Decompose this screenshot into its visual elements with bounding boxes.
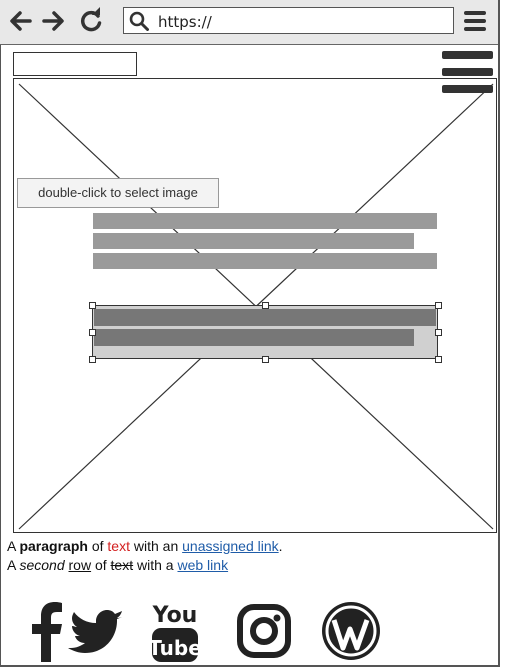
text-segment: of <box>91 557 111 573</box>
resize-handle[interactable] <box>262 302 269 309</box>
youtube-icon[interactable]: You Tube <box>144 598 206 664</box>
hamburger-line <box>442 68 493 76</box>
facebook-icon[interactable] <box>14 598 76 664</box>
text-segment: of <box>87 538 108 554</box>
text-segment: A <box>7 557 20 573</box>
back-arrow-icon[interactable] <box>6 6 36 36</box>
menu-icon[interactable] <box>463 9 487 33</box>
paragraph-line-2: A second row of text with a web link <box>7 557 228 573</box>
image-tooltip: double-click to select image <box>17 178 219 208</box>
instagram-icon[interactable] <box>233 598 295 664</box>
text-placeholder-line <box>94 329 414 346</box>
wordpress-icon[interactable] <box>320 598 382 664</box>
selected-text-block[interactable] <box>92 305 438 359</box>
svg-text:Tube: Tube <box>148 636 202 660</box>
address-bar[interactable]: https:// <box>123 7 454 34</box>
svg-text:You: You <box>152 603 198 628</box>
resize-handle[interactable] <box>435 356 442 363</box>
resize-handle[interactable] <box>89 329 96 336</box>
logo-placeholder[interactable] <box>13 52 137 76</box>
hamburger-line <box>442 85 493 93</box>
resize-handle[interactable] <box>89 302 96 309</box>
text-segment: A <box>7 538 20 554</box>
text-segment: . <box>278 538 283 554</box>
browser-toolbar: https:// <box>0 0 498 45</box>
text-placeholder-line <box>94 309 436 326</box>
reload-icon[interactable] <box>76 6 106 36</box>
text-placeholder-line <box>93 233 414 249</box>
paragraph-line-1: A paragraph of text with an unassigned l… <box>7 538 283 554</box>
text-segment: with a <box>133 557 178 573</box>
forward-arrow-icon[interactable] <box>38 6 68 36</box>
hamburger-line <box>442 51 493 59</box>
text-segment: with an <box>129 538 183 554</box>
resize-handle[interactable] <box>89 356 96 363</box>
bold-text: paragraph <box>19 538 88 554</box>
strikethrough-text: text <box>110 557 134 573</box>
unassigned-link[interactable]: unassigned link <box>182 538 279 554</box>
resize-handle[interactable] <box>435 329 442 336</box>
underlined-text: row <box>68 557 92 573</box>
resize-handle[interactable] <box>262 356 269 363</box>
italic-text: second <box>19 557 65 573</box>
red-text: text <box>107 538 130 554</box>
search-icon <box>129 11 149 31</box>
twitter-icon[interactable] <box>66 598 128 664</box>
web-link[interactable]: web link <box>177 557 229 573</box>
text-placeholder-line <box>93 253 437 269</box>
resize-handle[interactable] <box>435 302 442 309</box>
text-placeholder-line <box>93 213 437 229</box>
url-text: https:// <box>158 13 212 31</box>
